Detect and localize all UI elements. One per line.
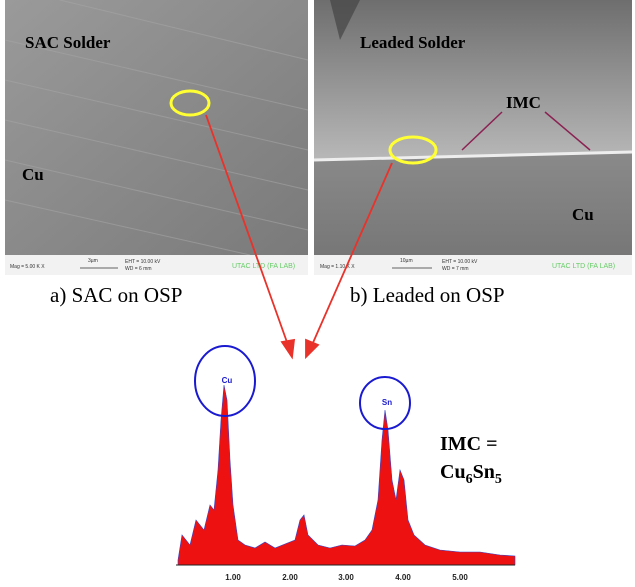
panel-label: SAC Solder [25, 33, 111, 52]
info-text: EHT = 10.00 kV [125, 259, 161, 265]
tick-label: 1.00 [225, 573, 241, 582]
region-label: Cu [572, 205, 594, 224]
peak-label: Cu [222, 376, 233, 385]
formula-part: Sn [473, 461, 495, 483]
lab-text: UTAC LTD (FA LAB) [552, 263, 615, 270]
formula-part: Cu [440, 461, 466, 483]
info-text: 10µm [400, 258, 413, 264]
caption: b) Leaded on OSP [350, 283, 505, 307]
region-label: Cu [22, 165, 44, 184]
panel-label: Leaded Solder [360, 33, 466, 52]
formula-sub: 5 [495, 472, 502, 487]
caption: a) SAC on OSP [50, 283, 182, 307]
tick-label: 4.00 [395, 573, 411, 582]
note: IMC = [440, 433, 498, 455]
tick-label: 3.00 [338, 573, 354, 582]
info-text: EHT = 10.00 kV [442, 259, 478, 265]
lab-text: UTAC LTD (FA LAB) [232, 263, 295, 270]
info-text: Mag = 1.10 K X [320, 264, 355, 270]
info-text: Mag = 5.00 K X [10, 264, 45, 270]
sem-image-a: Mag = 5.00 K X 3µm EHT = 10.00 kV WD = 6… [5, 0, 308, 275]
info-text: 3µm [88, 258, 98, 264]
peak-label: Sn [382, 398, 392, 407]
formula: Cu6Sn5 [440, 461, 502, 487]
info-text: WD = 7 mm [442, 266, 469, 272]
formula-sub: 6 [466, 472, 473, 487]
info-text: WD = 6 mm [125, 266, 152, 272]
imc-label: IMC [506, 93, 541, 112]
figure: Mag = 5.00 K X 3µm EHT = 10.00 kV WD = 6… [0, 0, 635, 587]
tick-label: 2.00 [282, 573, 298, 582]
tick-label: 5.00 [452, 573, 468, 582]
